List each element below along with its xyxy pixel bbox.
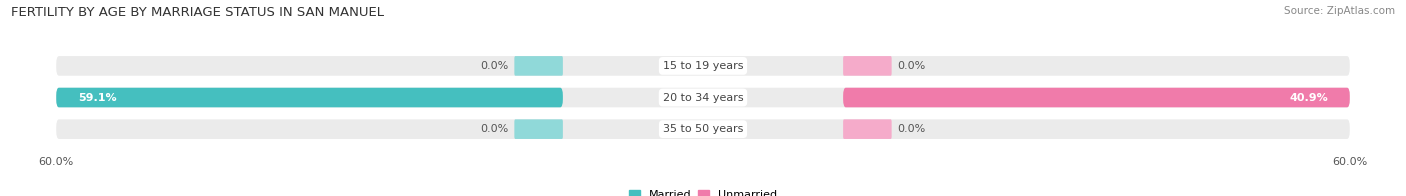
- FancyBboxPatch shape: [844, 56, 891, 76]
- FancyBboxPatch shape: [515, 56, 562, 76]
- Text: 0.0%: 0.0%: [897, 61, 925, 71]
- Text: Source: ZipAtlas.com: Source: ZipAtlas.com: [1284, 6, 1395, 16]
- FancyBboxPatch shape: [56, 119, 1350, 139]
- Text: 0.0%: 0.0%: [481, 61, 509, 71]
- FancyBboxPatch shape: [56, 88, 562, 107]
- FancyBboxPatch shape: [56, 88, 1350, 107]
- FancyBboxPatch shape: [844, 119, 891, 139]
- FancyBboxPatch shape: [56, 56, 1350, 76]
- Text: 20 to 34 years: 20 to 34 years: [662, 93, 744, 103]
- Text: FERTILITY BY AGE BY MARRIAGE STATUS IN SAN MANUEL: FERTILITY BY AGE BY MARRIAGE STATUS IN S…: [11, 6, 384, 19]
- Text: 0.0%: 0.0%: [481, 124, 509, 134]
- Text: 35 to 50 years: 35 to 50 years: [662, 124, 744, 134]
- FancyBboxPatch shape: [844, 88, 1350, 107]
- Text: 59.1%: 59.1%: [77, 93, 117, 103]
- Text: 40.9%: 40.9%: [1289, 93, 1329, 103]
- Text: 0.0%: 0.0%: [897, 124, 925, 134]
- Legend: Married, Unmarried: Married, Unmarried: [624, 185, 782, 196]
- FancyBboxPatch shape: [515, 119, 562, 139]
- Text: 15 to 19 years: 15 to 19 years: [662, 61, 744, 71]
